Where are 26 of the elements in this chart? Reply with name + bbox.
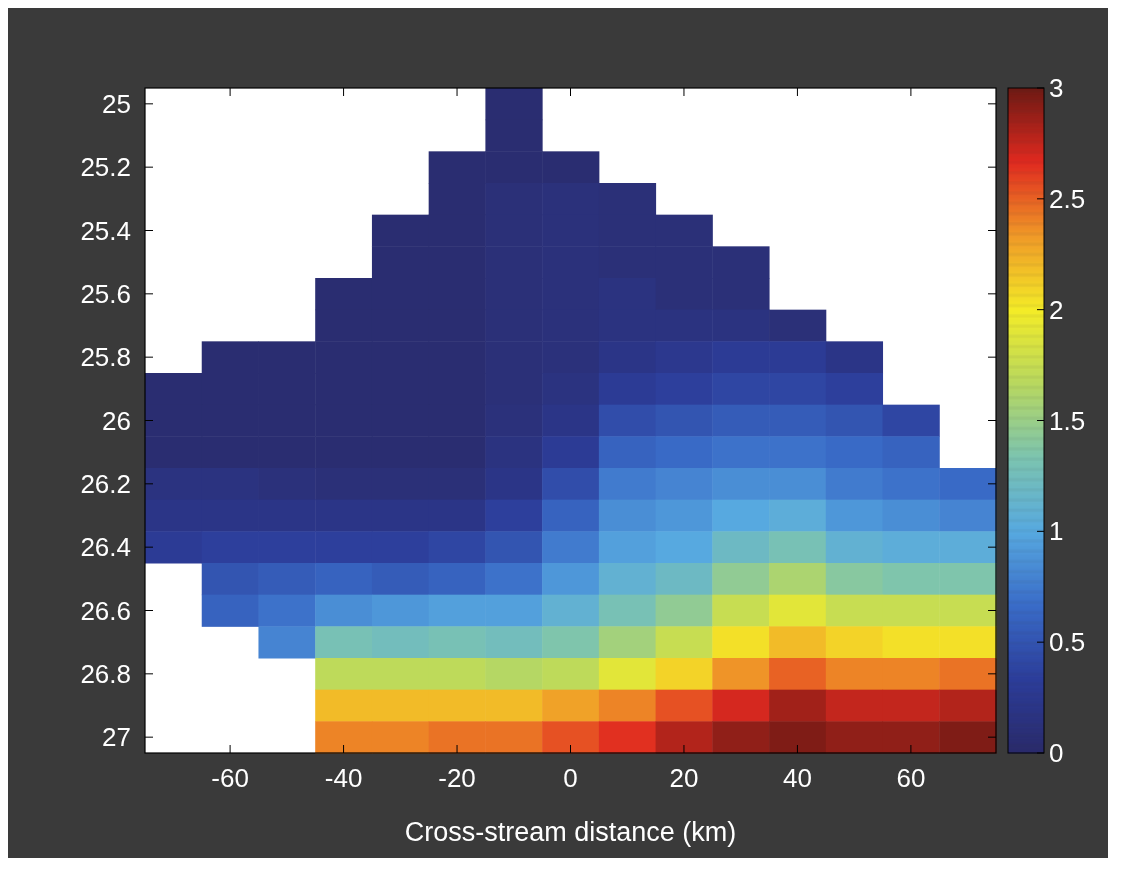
color-bar-label: 0.5 [1049, 627, 1086, 658]
x-tick-label: -60 [211, 763, 249, 793]
y-tick-label: 25 [102, 88, 131, 119]
color-bar-label: 1 [1049, 516, 1064, 547]
color-bar-label: 0 [1049, 738, 1064, 768]
x-tick-label: 60 [896, 763, 926, 793]
x-tick-label: -20 [438, 763, 476, 793]
x-tick-label: 0 [563, 763, 578, 793]
y-tick-label: 26.6 [80, 595, 131, 626]
y-tick-label: 25.8 [80, 342, 131, 373]
x-tick-label: 40 [782, 763, 812, 793]
y-tick-label: 25.2 [80, 152, 131, 183]
y-tick-label: 26.8 [80, 658, 131, 689]
x-tick-label: -40 [324, 763, 363, 793]
y-tick-label: 25.4 [80, 215, 131, 246]
color-bar-label: 3 [1049, 73, 1064, 103]
y-tick-label: 26.2 [80, 468, 131, 499]
color-bar-label: 1.5 [1049, 405, 1086, 436]
y-tick-label: 27 [102, 722, 131, 753]
x-tick-label: 20 [669, 763, 699, 793]
color-bar-label: 2.5 [1049, 183, 1086, 214]
y-tick-label: 25.6 [80, 278, 131, 309]
y-tick-label: 26.4 [80, 532, 131, 563]
color-bar-label: 2 [1049, 294, 1064, 325]
y-tick-label: 26 [102, 405, 131, 436]
x-axis-title: Cross-stream distance (km) [404, 817, 737, 847]
